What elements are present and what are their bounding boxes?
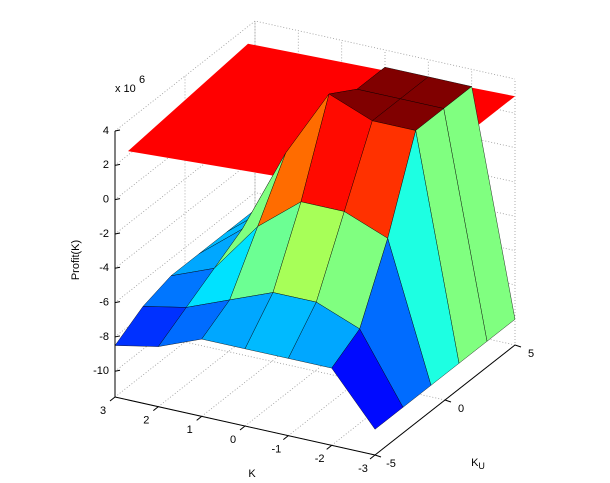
x-tick: [239, 425, 246, 431]
z-tick-label: -4: [99, 262, 109, 274]
z-tick-label: 2: [103, 159, 109, 171]
y-tick: [514, 344, 522, 348]
y-tick: [444, 399, 452, 403]
x-tick-label: -1: [271, 444, 281, 456]
z-tick: [114, 335, 121, 338]
x-tick: [153, 406, 159, 412]
x-tick: [326, 444, 332, 450]
x-tick-label: 0: [230, 434, 236, 446]
z-tick-label: 0: [103, 194, 109, 206]
y-axis-label: KU: [471, 457, 485, 471]
y-axis-label-sub: U: [478, 461, 485, 471]
z-exponent-base: x 10: [115, 83, 136, 95]
z-tick-label: -2: [99, 228, 109, 240]
z-exponent: 6: [139, 74, 145, 86]
z-tick: [114, 301, 121, 304]
x-tick-label: 1: [187, 424, 193, 436]
x-tick: [196, 415, 202, 421]
z-tick: [114, 232, 121, 235]
x-tick: [109, 396, 116, 402]
z-tick-label: -10: [93, 365, 109, 377]
z-axis-label: Profit(K): [70, 240, 82, 280]
x-tick-label: -3: [358, 463, 368, 475]
x-tick: [283, 435, 289, 441]
x-tick: [369, 454, 376, 460]
y-axis-label-main: K: [471, 457, 479, 469]
z-tick-label: -6: [99, 297, 109, 309]
x-tick-label: -2: [315, 453, 325, 465]
z-tick: [114, 198, 121, 201]
y-tick-label: 0: [458, 403, 464, 415]
x-axis-label: K: [248, 468, 256, 480]
surface: [114, 43, 516, 430]
y-tick-label: -5: [386, 458, 396, 470]
z-tick: [114, 369, 121, 372]
z-tick: [114, 129, 121, 132]
z-tick-label: -8: [99, 331, 109, 343]
z-tick: [114, 163, 121, 166]
y-tick-label: 5: [528, 348, 534, 360]
x-tick-label: 3: [100, 405, 106, 417]
z-tick-label: 4: [103, 125, 109, 137]
x-tick-label: 2: [143, 415, 149, 427]
y-tick: [374, 454, 382, 458]
z-tick: [114, 266, 121, 269]
surface-patch: [331, 328, 404, 430]
